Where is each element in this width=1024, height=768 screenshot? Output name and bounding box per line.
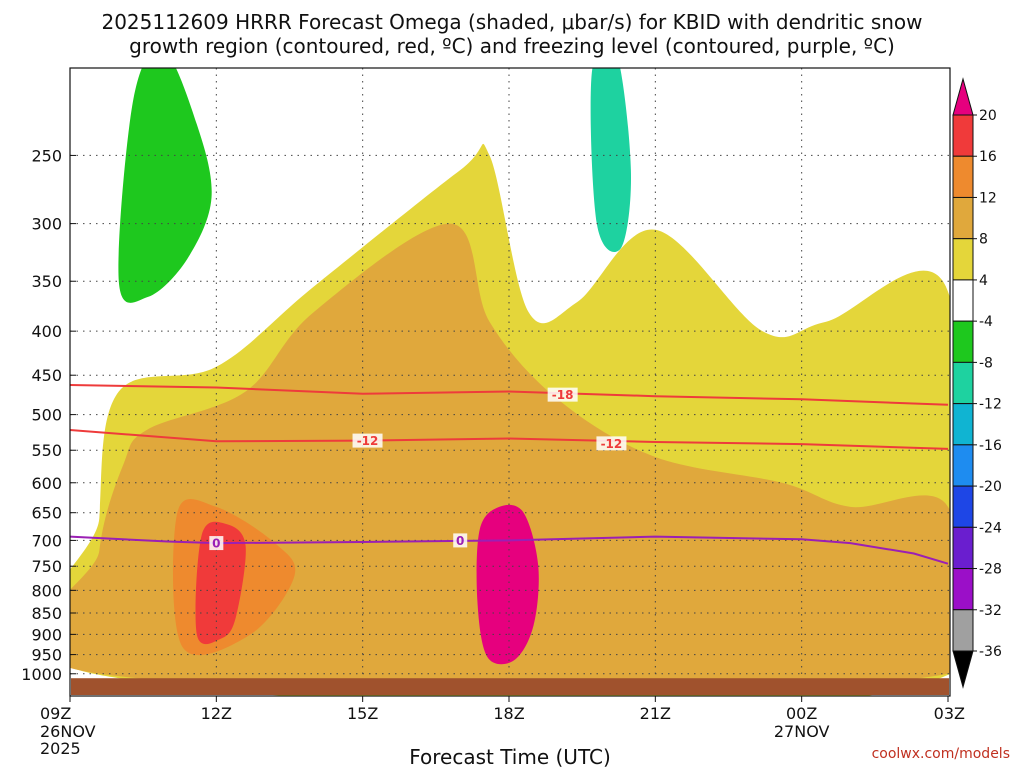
colorbar-block-5 <box>952 279 974 322</box>
pressure-axis: 250 300 350 400 450 500 550 600 650 700 750 800 850 9… <box>21 146 76 684</box>
contour-label--18-1: -18 <box>552 388 574 402</box>
colorbar-label-4: 4 <box>979 273 988 289</box>
omega-region-7 <box>590 68 631 252</box>
colorbar-label--4: -4 <box>979 314 993 330</box>
terrain-surface <box>71 678 949 695</box>
chart-title-line-1: 2025112609 HRRR Forecast Omega (shaded, … <box>101 10 922 34</box>
colorbar-block-8 <box>952 403 974 446</box>
chart-title-line-2: growth region (contoured, red, ºC) and f… <box>129 34 895 58</box>
contour-line--12 <box>70 429 949 450</box>
colorbar-block-12 <box>952 568 974 611</box>
contour-label-0-2: 0 <box>456 534 464 548</box>
contour-line-0 <box>70 535 949 565</box>
contour-label-bg <box>547 387 578 402</box>
x-tick-label-09Z: 09Z <box>40 704 71 723</box>
colorbar-block-1 <box>952 114 974 157</box>
contour-label-bg <box>209 536 224 551</box>
colorbar-label--20: -20 <box>979 479 1002 495</box>
colorbar-label--36: -36 <box>979 644 1002 660</box>
colorbar-label--28: -28 <box>979 562 1002 578</box>
y-tick-label-700: 700 <box>31 531 62 550</box>
surface-ground <box>71 678 949 695</box>
y-tick-label-450: 450 <box>31 366 62 385</box>
y-tick-label-550: 550 <box>31 441 62 460</box>
plot-gridlines <box>70 68 950 696</box>
x-tick-label-21Z: 21Z <box>640 704 671 723</box>
contour-label-bg <box>453 533 468 548</box>
temperature-contours: -18 -12 -12 0 0 <box>70 384 949 565</box>
colorbar-block-11 <box>952 526 974 570</box>
colorbar-block-4 <box>952 238 974 281</box>
y-tick-label-850: 850 <box>31 604 62 623</box>
y-tick-label-750: 750 <box>31 557 62 576</box>
contour-label-bg <box>352 433 383 448</box>
x-date-label-26NOV: 26NOV <box>40 722 96 741</box>
colorbar-top-triangle <box>952 77 974 116</box>
omega-region-5 <box>476 504 539 665</box>
x-tick-label-15Z: 15Z <box>347 704 378 723</box>
colorbar-block-9 <box>952 444 974 487</box>
y-tick-label-250: 250 <box>31 146 62 165</box>
y-tick-label-950: 950 <box>31 646 62 665</box>
colorbar-label-16: 16 <box>979 149 997 165</box>
colorbar-label-8: 8 <box>979 232 988 248</box>
contour-line--18 <box>70 384 949 406</box>
y-tick-label-800: 800 <box>31 581 62 600</box>
colorbar-label--8: -8 <box>979 355 993 371</box>
y-tick-label-900: 900 <box>31 625 62 644</box>
credit-text: coolwx.com/models <box>872 746 1010 762</box>
y-tick-label-500: 500 <box>31 406 62 425</box>
x-tick-label-03Z: 03Z <box>934 704 965 723</box>
colorbar-block-13 <box>952 609 974 652</box>
omega-colorbar: 20 16 12 8 4 -4 -8 -12 -16 -20 -24 -28 -32 -36 <box>952 77 1002 689</box>
contour-label-bg <box>596 436 627 451</box>
y-tick-label-350: 350 <box>31 272 62 291</box>
colorbar-label--16: -16 <box>979 438 1002 454</box>
contour-label-0-1: 0 <box>212 537 220 551</box>
colorbar-label--32: -32 <box>979 603 1002 619</box>
x-year-label: 2025 <box>40 739 81 758</box>
y-tick-label-650: 650 <box>31 504 62 523</box>
y-tick-label-600: 600 <box>31 474 62 493</box>
colorbar-block-7 <box>952 361 974 405</box>
omega-region-6 <box>118 68 212 303</box>
x-date-label-27NOV: 27NOV <box>774 722 830 741</box>
y-tick-label-1000: 1000 <box>21 665 62 684</box>
x-tick-label-18Z: 18Z <box>493 704 524 723</box>
colorbar-label--24: -24 <box>979 520 1002 536</box>
colorbar-block-6 <box>952 320 974 363</box>
omega-region-4 <box>195 521 246 645</box>
y-tick-label-300: 300 <box>31 215 62 234</box>
x-tick-label-00Z: 00Z <box>786 704 817 723</box>
omega-shading <box>70 68 950 696</box>
colorbar-block-10 <box>952 485 974 528</box>
colorbar-block-3 <box>952 196 974 240</box>
y-tick-label-400: 400 <box>31 322 62 341</box>
x-tick-label-12Z: 12Z <box>201 704 232 723</box>
plot-frame <box>69 67 951 697</box>
colorbar-label-20: 20 <box>979 108 997 124</box>
colorbar-bottom-triangle <box>952 650 974 689</box>
contour-label--12-2: -12 <box>601 437 623 451</box>
colorbar-label--12: -12 <box>979 397 1002 413</box>
contour-label--12-1: -12 <box>357 434 379 448</box>
x-axis-label: Forecast Time (UTC) <box>409 745 611 768</box>
colorbar-label-12: 12 <box>979 190 997 206</box>
colorbar-block-2 <box>952 155 974 198</box>
